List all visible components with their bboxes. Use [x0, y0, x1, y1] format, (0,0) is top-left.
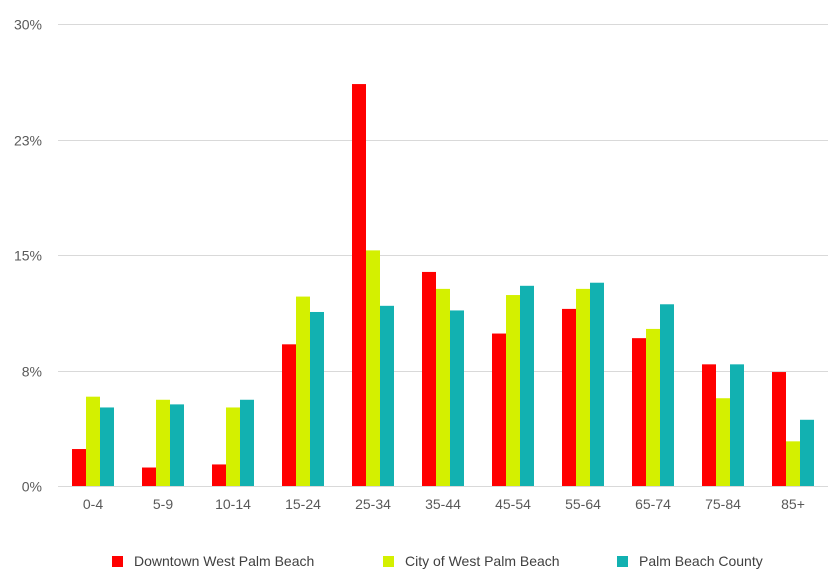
y-tick-label: 8%	[22, 364, 42, 380]
bar	[352, 84, 366, 486]
bar	[212, 464, 226, 486]
bars	[72, 84, 814, 486]
y-tick-label: 15%	[14, 248, 42, 264]
bar	[72, 449, 86, 486]
bar	[380, 306, 394, 486]
x-tick-label: 35-44	[425, 496, 461, 512]
x-tick-label: 85+	[781, 496, 805, 512]
bar	[786, 441, 800, 486]
bar	[716, 398, 730, 486]
bar	[86, 397, 100, 486]
x-tick-label: 65-74	[635, 496, 671, 512]
bar	[576, 289, 590, 486]
x-tick-label: 45-54	[495, 496, 531, 512]
bar	[282, 344, 296, 486]
bar	[590, 283, 604, 486]
bar	[562, 309, 576, 486]
bar	[422, 272, 436, 486]
x-axis: 0-4 5-9 10-14 15-24 25-34 35-44 45-54 55-64 65-7…	[58, 487, 828, 513]
bar	[436, 289, 450, 486]
bar	[226, 407, 240, 486]
bar	[800, 420, 814, 486]
bar	[240, 400, 254, 486]
y-tick-label: 30%	[14, 17, 42, 33]
x-tick-label: 0-4	[83, 496, 103, 512]
bar	[310, 312, 324, 486]
bar	[142, 468, 156, 486]
y-tick-label: 23%	[14, 133, 42, 149]
x-tick-label: 75-84	[705, 496, 741, 512]
legend-swatch	[112, 556, 123, 567]
legend: Downtown West Palm Beach City of West Pal…	[112, 553, 763, 569]
x-tick-label: 10-14	[215, 496, 251, 512]
bar	[646, 329, 660, 486]
bar	[702, 364, 716, 486]
legend-swatch	[617, 556, 628, 567]
y-axis-labels: 0% 8% 15% 23% 30%	[14, 17, 42, 495]
bar	[730, 364, 744, 486]
x-tick-label: 15-24	[285, 496, 321, 512]
legend-label: City of West Palm Beach	[405, 553, 560, 569]
bar	[296, 297, 310, 486]
bar	[506, 295, 520, 486]
legend-label: Downtown West Palm Beach	[134, 553, 314, 569]
bar	[156, 400, 170, 486]
bar	[366, 250, 380, 486]
bar	[450, 310, 464, 486]
x-tick-label: 25-34	[355, 496, 391, 512]
legend-label: Palm Beach County	[639, 553, 763, 569]
bar	[660, 304, 674, 486]
x-tick-label: 55-64	[565, 496, 601, 512]
bar	[100, 407, 114, 486]
bar	[520, 286, 534, 486]
y-tick-label: 0%	[22, 479, 42, 495]
x-tick-label: 5-9	[153, 496, 173, 512]
bar	[170, 404, 184, 486]
legend-swatch	[383, 556, 394, 567]
bar	[772, 372, 786, 486]
bar	[632, 338, 646, 486]
bar	[492, 334, 506, 486]
